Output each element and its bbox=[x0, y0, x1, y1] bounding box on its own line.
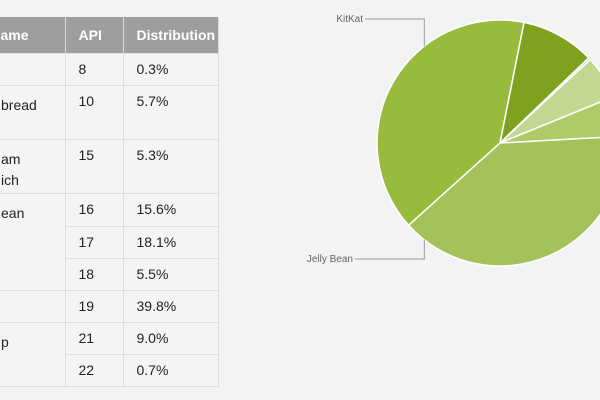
distribution-cell: 18.1% bbox=[122, 226, 219, 259]
header-api: API bbox=[65, 17, 124, 54]
version-name-cell: am ich bbox=[0, 139, 66, 194]
pie-slice bbox=[499, 101, 600, 144]
table-row: ean 16 15.6% bbox=[0, 193, 219, 291]
pie-slice bbox=[498, 21, 590, 146]
version-name-cell: ean bbox=[0, 193, 66, 291]
version-name-cell: bread bbox=[0, 85, 66, 140]
distribution-cell: 0.7% bbox=[122, 354, 219, 387]
api-cell: 22 bbox=[64, 354, 124, 387]
table-row: 8 0.3% bbox=[0, 53, 219, 86]
table-row: am ich 15 5.3% bbox=[0, 139, 219, 194]
api-cell: 15 bbox=[64, 139, 124, 194]
distribution-cell: 5.3% bbox=[122, 139, 219, 194]
distribution-cell: 15.6% bbox=[122, 193, 219, 227]
table-row: p 21 9.0% bbox=[0, 322, 219, 387]
distribution-table-container: ame API Distribution 8 0.3% bread 10 5.7… bbox=[0, 17, 219, 387]
pie-label: Jelly Bean bbox=[307, 254, 353, 265]
version-name-cell bbox=[0, 53, 66, 86]
pie-label: KitKat bbox=[336, 14, 363, 25]
table-row: 19 39.8% bbox=[0, 290, 219, 323]
pie-slices bbox=[376, 19, 600, 267]
pie-labels: KitKat Jelly Bean bbox=[307, 14, 425, 265]
table-header-row: ame API Distribution bbox=[0, 17, 219, 54]
pie-slice bbox=[376, 19, 525, 227]
table-row: 17 18.1% bbox=[0, 226, 219, 259]
distribution-cell: 0.3% bbox=[122, 53, 219, 86]
header-distribution: Distribution bbox=[123, 17, 219, 54]
pie-slice bbox=[407, 136, 600, 267]
api-cell: 16 bbox=[64, 193, 124, 227]
version-name-cell: p bbox=[0, 322, 66, 387]
api-cell: 8 bbox=[64, 53, 124, 86]
label-leader-line bbox=[355, 239, 425, 260]
distribution-cell: 5.7% bbox=[122, 85, 219, 140]
distribution-pie-chart: KitKat Jelly Bean bbox=[307, 14, 600, 267]
label-leader-line bbox=[365, 18, 425, 47]
distribution-cell: 39.8% bbox=[122, 290, 219, 323]
api-cell: 21 bbox=[64, 322, 124, 355]
table-row: 22 0.7% bbox=[0, 354, 219, 387]
header-name: ame bbox=[0, 17, 66, 54]
version-name-cell bbox=[0, 290, 66, 323]
pie-slice bbox=[499, 58, 600, 144]
api-cell: 19 bbox=[64, 290, 124, 323]
distribution-table: ame API Distribution 8 0.3% bread 10 5.7… bbox=[0, 17, 219, 387]
api-cell: 17 bbox=[64, 226, 124, 259]
distribution-cell: 9.0% bbox=[122, 322, 219, 355]
distribution-cell: 5.5% bbox=[122, 258, 219, 291]
api-cell: 18 bbox=[64, 258, 124, 291]
table-row: bread 10 5.7% bbox=[0, 85, 219, 140]
table-row: 18 5.5% bbox=[0, 258, 219, 291]
api-cell: 10 bbox=[64, 85, 124, 140]
